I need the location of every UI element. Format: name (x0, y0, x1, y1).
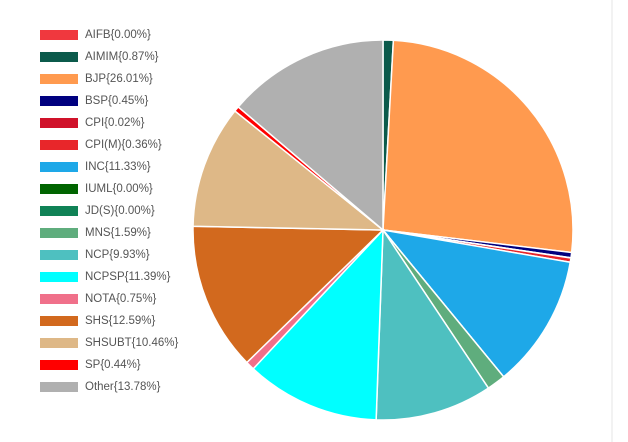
legend-label: IUML{0.00%} (85, 183, 153, 195)
legend-swatch (40, 316, 78, 326)
legend-swatch (40, 272, 78, 282)
legend-swatch (40, 206, 78, 216)
legend-label: SP{0.44%} (85, 359, 141, 371)
legend-label: SHSUBT{10.46%} (85, 337, 178, 349)
legend-swatch (40, 250, 78, 260)
legend-label: Other{13.78%} (85, 381, 161, 393)
legend-label: CPI(M){0.36%} (85, 139, 162, 151)
legend-label: AIMIM{0.87%} (85, 51, 159, 63)
legend-label: INC{11.33%} (85, 161, 151, 173)
legend-label: SHS{12.59%} (85, 315, 155, 327)
pie-slice (382, 39, 574, 254)
legend-swatch (40, 184, 78, 194)
legend-swatch (40, 52, 78, 62)
legend-label: NOTA{0.75%} (85, 293, 157, 305)
pie-slice (192, 109, 386, 231)
legend-swatch (40, 228, 78, 238)
legend-swatch (40, 382, 78, 392)
legend-label: BJP{26.01%} (85, 73, 153, 85)
legend-swatch (40, 140, 78, 150)
legend-label: AIFB{0.00%} (85, 29, 151, 41)
legend-label: NCP{9.93%} (85, 249, 150, 261)
legend-label: BSP{0.45%} (85, 95, 148, 107)
legend-label: JD(S){0.00%} (85, 205, 155, 217)
legend-swatch (40, 162, 78, 172)
legend-label: NCPSP{11.39%} (85, 271, 171, 283)
pie-slice (237, 39, 384, 232)
pie-slice (375, 227, 490, 421)
legend-label: MNS{1.59%} (85, 227, 151, 239)
legend-swatch (40, 74, 78, 84)
legend-swatch (40, 30, 78, 40)
legend-swatch (40, 338, 78, 348)
legend-swatch (40, 118, 78, 128)
legend-swatch (40, 360, 78, 370)
legend-swatch (40, 96, 78, 106)
legend-swatch (40, 294, 78, 304)
pie-slice (192, 225, 385, 364)
legend-label: CPI{0.02%} (85, 117, 145, 129)
pie-slice (381, 228, 572, 378)
pie-slice (252, 228, 384, 421)
